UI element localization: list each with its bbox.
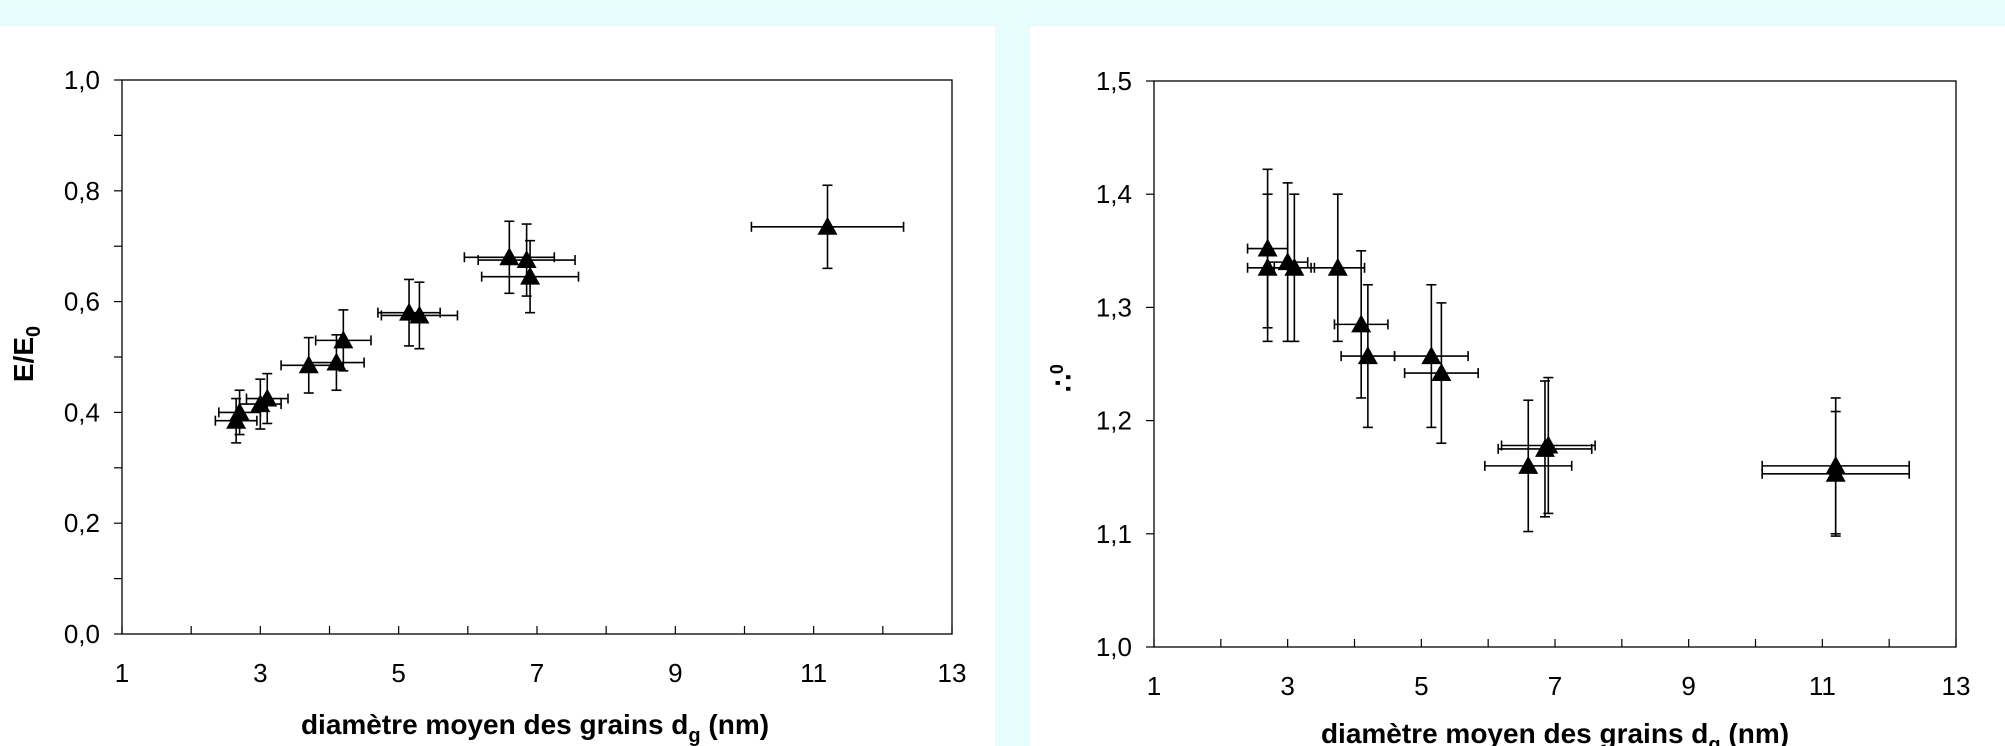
triangle-marker bbox=[1284, 257, 1305, 276]
x-tick-label-left: 3 bbox=[253, 658, 267, 688]
y-tick-label-left: 0,4 bbox=[64, 397, 100, 427]
x-tick-label-left: 11 bbox=[800, 658, 827, 688]
y-tick-label-right: 1,0 bbox=[1096, 632, 1132, 662]
y-tick-label-right: 1,3 bbox=[1096, 292, 1132, 322]
chart-right-marks: 1 3 5 7 9 11 131,01,11,21,31,41,5 bbox=[1096, 66, 1971, 701]
x-tick-label-right: 7 bbox=[1548, 671, 1562, 701]
triangle-marker bbox=[257, 388, 278, 407]
triangle-marker bbox=[326, 352, 347, 371]
chart-panel-right-background bbox=[1030, 26, 2005, 746]
triangle-marker bbox=[1431, 363, 1452, 382]
triangle-marker bbox=[817, 216, 838, 235]
triangle-marker bbox=[409, 305, 430, 324]
x-tick-label-right: 5 bbox=[1414, 671, 1428, 701]
triangle-marker bbox=[1357, 346, 1378, 365]
y-tick-label-left: 0,6 bbox=[64, 287, 100, 317]
x-tick-label-right: 13 bbox=[1942, 671, 1971, 701]
triangle-marker bbox=[1538, 435, 1559, 454]
x-axis-title-left: diamètre moyen des grains dg (nm) bbox=[301, 709, 769, 746]
y-tick-label-right: 1,1 bbox=[1096, 519, 1132, 549]
y-axis-title-left: E/E0 bbox=[8, 326, 45, 382]
x-tick-label-left: 7 bbox=[530, 658, 544, 688]
chart-panel-left-background bbox=[0, 26, 995, 746]
x-tick-label-right: 3 bbox=[1280, 671, 1294, 701]
triangle-marker bbox=[333, 330, 354, 349]
x-tick-label-left: 1 bbox=[115, 658, 129, 688]
y-tick-label-left: 0,2 bbox=[64, 508, 100, 538]
x-tick-label-left: 13 bbox=[938, 658, 967, 688]
y-tick-label-right: 1,5 bbox=[1096, 66, 1132, 96]
triangle-marker bbox=[1421, 346, 1442, 365]
triangle-marker bbox=[1825, 463, 1846, 482]
x-axis-title-right: diamètre moyen des grains dg (nm) bbox=[1321, 718, 1789, 746]
triangle-marker bbox=[1351, 314, 1372, 333]
x-tick-label-right: 1 bbox=[1147, 671, 1161, 701]
x-tick-label-right: 9 bbox=[1681, 671, 1695, 701]
triangle-marker bbox=[229, 402, 250, 421]
triangle-marker bbox=[1518, 455, 1539, 474]
chart-panel-right: 1 3 5 7 9 11 131,01,11,21,31,41,5 diamètre moy… bbox=[1030, 26, 2005, 746]
chart-left-marks: 1 3 5 7 9 11 130,00,20,40,60,81,0 bbox=[64, 65, 967, 688]
y-tick-label-left: 0,8 bbox=[64, 176, 100, 206]
y-axis-title-right: ∴0 bbox=[1047, 364, 1079, 392]
x-tick-label-right: 11 bbox=[1809, 671, 1836, 701]
y-tick-label-right: 1,2 bbox=[1096, 406, 1132, 436]
triangle-marker bbox=[516, 250, 537, 269]
y-tick-label-left: 1,0 bbox=[64, 65, 100, 95]
chart-panel-left: 1 3 5 7 9 11 130,00,20,40,60,81,0 diamètre moy… bbox=[0, 26, 995, 746]
triangle-marker bbox=[1327, 257, 1348, 276]
y-tick-label-left: 0,0 bbox=[64, 619, 100, 649]
x-tick-label-left: 9 bbox=[668, 658, 682, 688]
x-tick-label-left: 5 bbox=[391, 658, 405, 688]
y-tick-label-right: 1,4 bbox=[1096, 179, 1132, 209]
triangle-marker bbox=[520, 266, 541, 285]
